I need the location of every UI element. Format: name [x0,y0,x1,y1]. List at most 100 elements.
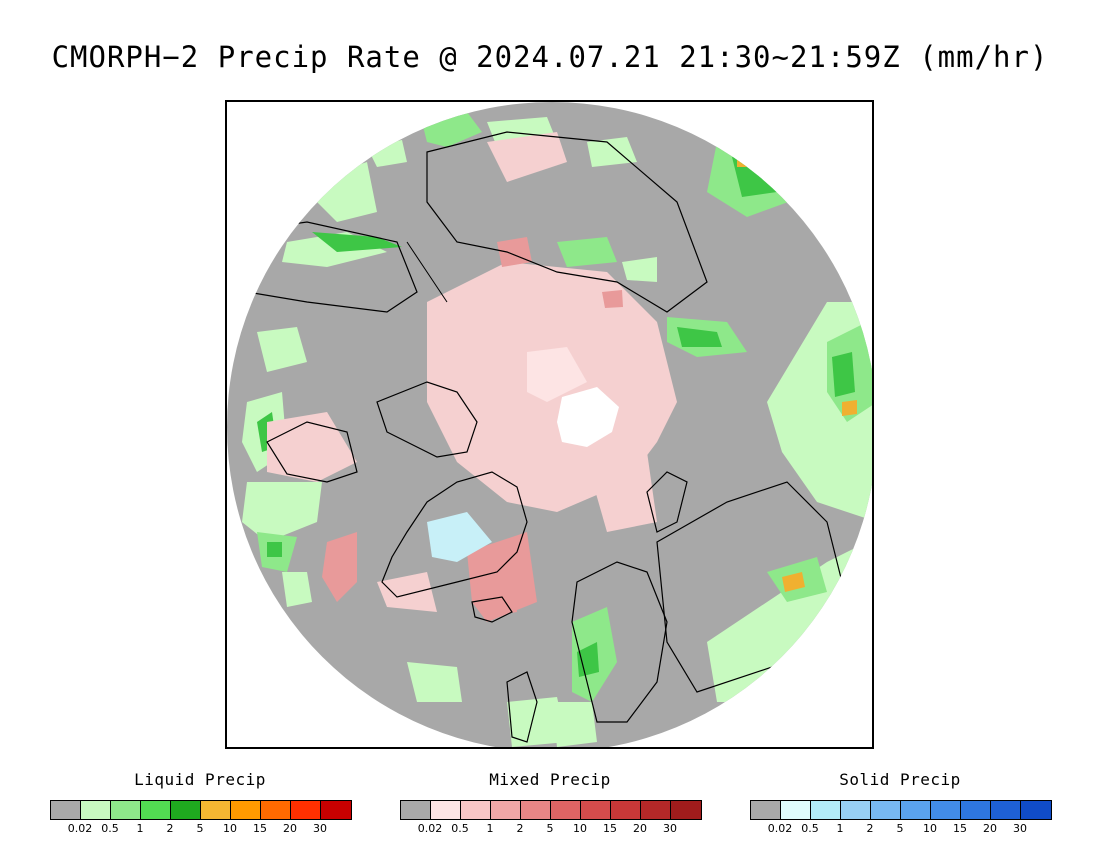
legend-swatch [521,801,551,819]
legend-tick-label: 2 [166,822,174,835]
legend-tick-label: 30 [663,822,677,835]
legend-tick-label: 30 [1013,822,1027,835]
liquid-patch [242,482,322,542]
liquid-colorbar [50,800,352,820]
liquid-patch [622,257,657,282]
solid-colorbar [750,800,1052,820]
legend-swatch [201,801,231,819]
legend-tick-label: 1 [136,822,144,835]
legend-tick-label: 15 [253,822,267,835]
liquid-patch [782,572,805,592]
legend-swatch [261,801,291,819]
mixed-patch [487,132,567,182]
legend-tick-label: 0.02 [767,822,793,835]
legend-tick-label: 30 [313,822,327,835]
legend-tick-label: 0.5 [101,822,119,835]
mixed-colorbar [400,800,702,820]
legend-tick-label: 5 [546,822,554,835]
legend-swatch [141,801,171,819]
legend-swatch [811,801,841,819]
uk-outline [506,671,538,743]
legend-tick-label: 20 [283,822,297,835]
liquid-patch [257,327,307,372]
liquid-patch [677,327,722,347]
alaska-outline [236,221,418,313]
legend-swatch [991,801,1021,819]
solid-legend-ticks: 0.02 0.5 1 2 5 10 15 20 30 [750,822,1070,838]
iceland-outline [471,596,513,623]
hudson-bay-outline [266,421,358,483]
mixed-legend-ticks: 0.02 0.5 1 2 5 10 15 20 30 [400,822,720,838]
legend-swatch [321,801,351,819]
liquid-patch [587,137,637,167]
liquid-patch [282,572,312,607]
mixed-patch [267,412,357,482]
legend-tick-label: 0.02 [67,822,93,835]
legend-swatch [111,801,141,819]
date-line [406,241,448,303]
legend-swatch [611,801,641,819]
solid-patch [427,512,492,562]
liquid-patch [842,400,857,416]
liquid-patch [407,662,462,702]
liquid-patch [552,702,597,747]
liquid-precip-areas [242,112,872,747]
mixed-patch [602,290,623,308]
legend-swatch [671,801,701,819]
mixed-patch [322,532,357,602]
legend-tick-label: 0.02 [417,822,443,835]
liquid-patch [577,642,599,677]
canadian-archipelago-outline [376,381,478,458]
legend-tick-label: 10 [573,822,587,835]
precip-map [227,102,872,747]
scandinavia-outline [571,561,668,723]
coastlines [236,131,848,743]
legend-tick-label: 5 [196,822,204,835]
map-title: CMORPH−2 Precip Rate @ 2024.07.21 21:30~… [51,40,1049,74]
legend-swatch [1021,801,1051,819]
legend-tick-label: 5 [896,822,904,835]
legend-swatch [81,801,111,819]
legend-swatch [51,801,81,819]
legend-swatch [291,801,321,819]
legend-tick-label: 0.5 [801,822,819,835]
legend-swatch [491,801,521,819]
legend-swatch [231,801,261,819]
legend-swatch [171,801,201,819]
liquid-patch [832,352,855,397]
liquid-patch [267,542,282,557]
legend-swatch [641,801,671,819]
legend-swatch [401,801,431,819]
legend-swatch [431,801,461,819]
legend-swatch [871,801,901,819]
legend-tick-label: 10 [923,822,937,835]
legend-tick-label: 20 [633,822,647,835]
legend-tick-label: 0.5 [451,822,469,835]
mixed-patch [497,237,532,267]
legend-swatch [581,801,611,819]
legend-swatch [931,801,961,819]
mixed-patch [377,572,437,612]
legend-tick-label: 1 [836,822,844,835]
greenland-outline [381,471,528,598]
legend-swatch [961,801,991,819]
legend-tick-label: 2 [516,822,524,835]
mixed-patch [587,452,657,532]
legend-tick-label: 15 [603,822,617,835]
mixed-patch [527,347,587,402]
legend-swatch [551,801,581,819]
novaya-zemlya-outline [646,471,688,533]
legend-tick-label: 2 [866,822,874,835]
legend-swatch [751,801,781,819]
legend-tick-label: 1 [486,822,494,835]
legend-swatch [841,801,871,819]
legend-swatch [901,801,931,819]
legend-swatch [781,801,811,819]
map-frame [225,100,874,749]
liquid-patch [312,232,402,252]
legend-tick-label: 15 [953,822,967,835]
legend-tick-label: 20 [983,822,997,835]
mixed-legend-title: Mixed Precip [489,770,611,789]
mixed-precip-areas [267,132,677,622]
legend-tick-label: 10 [223,822,237,835]
